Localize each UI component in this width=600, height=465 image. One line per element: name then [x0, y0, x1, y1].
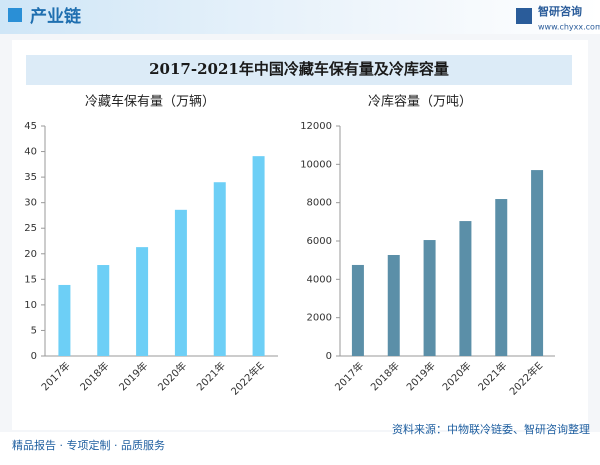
site: www.chyxx.com — [538, 23, 600, 32]
footer-left: 精品报告 · 专项定制 · 品质服务 — [12, 438, 165, 452]
y-tick-label: 4000 — [307, 274, 332, 285]
y-tick-label: 8000 — [307, 198, 332, 209]
y-tick-label: 5 — [31, 325, 37, 336]
logo-icon — [516, 8, 532, 24]
chart-subtitle: 冷藏车保有量（万辆） — [85, 94, 215, 110]
bar — [495, 199, 508, 356]
bar — [531, 170, 544, 356]
bar — [387, 254, 400, 356]
y-tick-label: 10 — [24, 300, 37, 311]
bar — [174, 209, 187, 356]
footer-band — [0, 432, 600, 461]
source: 资料来源：中物联冷链委、智研咨询整理 — [392, 422, 590, 436]
chart-title: 2017-2021年中国冷藏车保有量及冷库容量 — [149, 60, 449, 78]
y-tick-label: 25 — [24, 223, 37, 234]
y-tick-label: 10000 — [300, 159, 332, 170]
y-tick-label: 40 — [24, 147, 37, 158]
y-tick-label: 12000 — [300, 121, 332, 132]
bar — [97, 265, 110, 356]
bar — [351, 264, 364, 356]
bar — [423, 240, 436, 356]
bar — [252, 156, 265, 356]
header-icon — [8, 8, 22, 22]
bar — [58, 284, 71, 356]
bar — [213, 182, 226, 356]
y-tick-label: 30 — [24, 198, 37, 209]
bar — [459, 221, 472, 356]
panel — [12, 40, 588, 430]
y-tick-label: 2000 — [307, 313, 332, 324]
header-title: 产业链 — [30, 6, 82, 27]
title-band — [26, 55, 572, 85]
y-tick-label: 0 — [326, 351, 332, 362]
y-tick-label: 6000 — [307, 236, 332, 247]
y-tick-label: 15 — [24, 274, 37, 285]
brand: 智研咨询 — [538, 4, 582, 18]
y-tick-label: 0 — [31, 351, 37, 362]
y-tick-label: 20 — [24, 249, 37, 260]
chart-subtitle: 冷库容量（万吨） — [368, 94, 472, 110]
bar — [136, 247, 149, 356]
header-band — [0, 0, 600, 34]
y-tick-label: 45 — [24, 121, 37, 132]
y-tick-label: 35 — [24, 172, 37, 183]
